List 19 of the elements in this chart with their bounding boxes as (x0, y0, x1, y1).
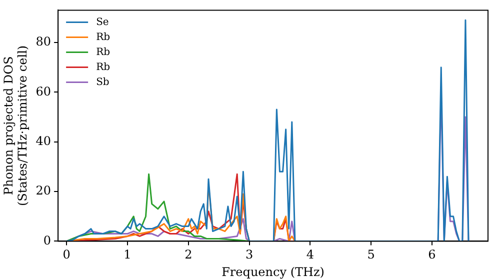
y-tick-label: 60 (36, 84, 52, 98)
x-axis-title: Frequency (THz) (222, 264, 324, 279)
x-tick-label: 0 (62, 248, 70, 262)
y-tick-label: 20 (36, 184, 52, 198)
x-tick-label: 1 (124, 248, 132, 262)
legend-label: Rb (96, 32, 110, 43)
y-tick-label: 40 (36, 134, 52, 148)
y-tick-label: 80 (36, 34, 52, 49)
x-tick-label: 5 (367, 248, 375, 262)
x-tick-label: 3 (245, 248, 254, 262)
legend-label: Se (96, 16, 109, 28)
x-tick-label: 4 (306, 248, 314, 262)
x-tick-label: 2 (184, 248, 192, 262)
y-tick-label: 0 (43, 233, 52, 248)
x-tick-label: 6 (428, 248, 436, 262)
y-axis-title: Phonon projected DOS (States/THz·primitive cell) (1, 45, 30, 206)
legend-label: Rb (96, 46, 110, 58)
legend-label: Rb (96, 62, 110, 73)
legend-label: Sb (96, 76, 110, 88)
